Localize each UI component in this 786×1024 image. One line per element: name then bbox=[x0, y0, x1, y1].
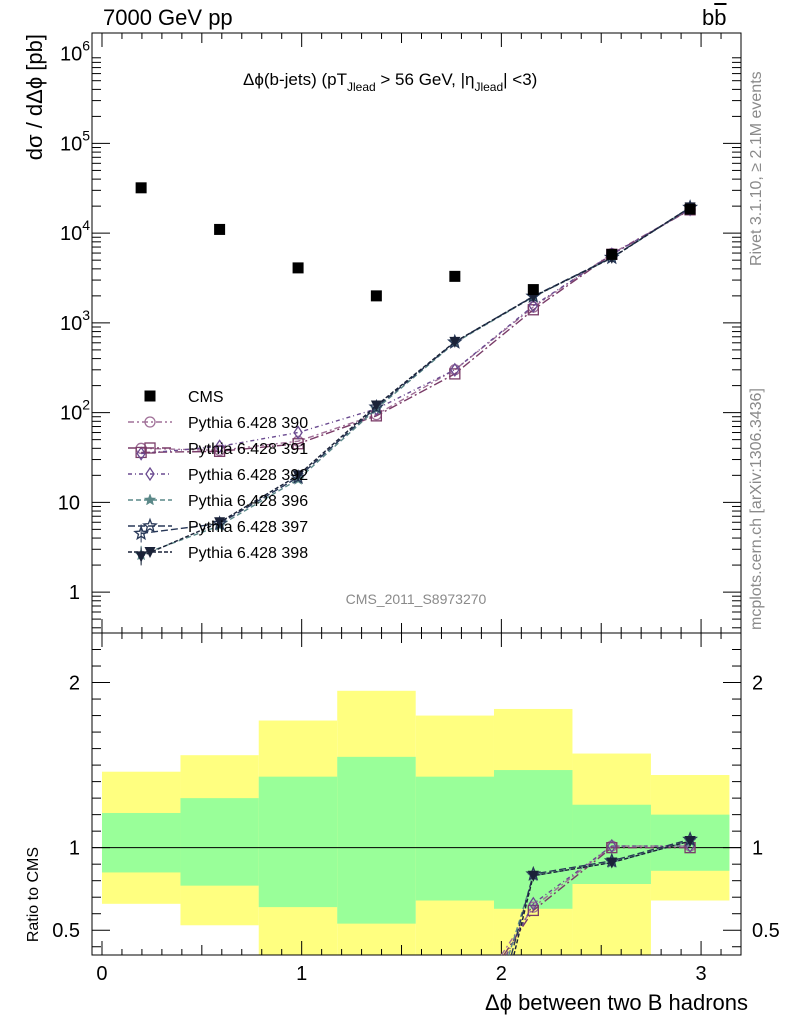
cms-data-point bbox=[214, 223, 226, 235]
y-tick-label: 103 bbox=[60, 307, 90, 335]
y-tick-label: 106 bbox=[60, 38, 90, 66]
ratio-line-4 bbox=[510, 838, 691, 956]
ratio-y-tick-label: 2 bbox=[69, 673, 80, 695]
series-marker-5 bbox=[214, 517, 226, 529]
cms-data-point bbox=[449, 270, 461, 282]
ratio-series-layer bbox=[500, 831, 699, 956]
cms-data-point bbox=[135, 182, 147, 194]
legend-marker-2 bbox=[145, 466, 155, 482]
legend-label-cms: CMS bbox=[188, 389, 224, 406]
legend-marker-cms bbox=[144, 390, 156, 402]
series-marker-1 bbox=[527, 304, 539, 316]
ratio-y-axis-label: Ratio to CMS bbox=[25, 847, 42, 942]
main-plot-frame: 1 10 102 103 104 105 106 bbox=[58, 32, 742, 634]
series-line-5 bbox=[140, 206, 691, 558]
x-tick-label: 3 bbox=[695, 963, 706, 985]
chart-texts: Δϕ(b-jets) (pTJlead > 56 GeV, |ηJlead| <… bbox=[22, 34, 765, 1015]
series-marker-5 bbox=[292, 470, 304, 482]
series-marker-2 bbox=[450, 362, 460, 377]
ratio-inner-band bbox=[415, 776, 494, 901]
cms-data-point bbox=[370, 290, 382, 302]
series-line-0 bbox=[141, 208, 691, 452]
y-tick-label: 10 bbox=[58, 492, 80, 514]
series-marker-2 bbox=[293, 425, 303, 440]
legend-label-5: Pythia 6.428 398 bbox=[188, 545, 308, 562]
ratio-marker-1 bbox=[527, 904, 539, 917]
main-series-layer bbox=[133, 182, 699, 566]
legend-label-4: Pythia 6.428 397 bbox=[188, 519, 308, 536]
series-marker-2 bbox=[214, 439, 225, 454]
series-marker-5 bbox=[449, 336, 461, 348]
legend-marker-3 bbox=[143, 493, 157, 506]
rivet-label: Rivet 3.1.10, ≥ 2.1M events bbox=[748, 71, 765, 266]
y-axis-label: dσ / dΔϕ [pb] bbox=[22, 34, 47, 160]
main-frame-border bbox=[91, 32, 742, 634]
legend-marker-4 bbox=[142, 517, 158, 533]
analysis-watermark: CMS_2011_S8973270 bbox=[346, 591, 487, 607]
cms-data-point bbox=[606, 248, 618, 260]
series-marker-1 bbox=[449, 368, 461, 380]
x-axis-label: Δϕ between two B hadrons bbox=[485, 990, 748, 1015]
ratio-marker-5 bbox=[527, 870, 539, 882]
ratio-marker-5 bbox=[606, 857, 618, 869]
legend-marker-0 bbox=[144, 416, 156, 428]
cms-data-point bbox=[292, 262, 304, 274]
legend-marker-5 bbox=[144, 547, 156, 558]
plot-title: Δϕ(b-jets) (pTJlead > 56 GeV, |ηJlead| <… bbox=[243, 70, 537, 94]
ratio-inner-band bbox=[493, 770, 573, 909]
x-tick-label: 0 bbox=[96, 963, 107, 985]
legend-marker-1 bbox=[144, 442, 156, 454]
ratio-inner-band bbox=[101, 812, 181, 873]
legend-label-2: Pythia 6.428 392 bbox=[188, 467, 308, 484]
cms-data-point bbox=[684, 203, 696, 215]
ratio-line-2 bbox=[505, 845, 691, 956]
series-line-2 bbox=[141, 208, 691, 455]
series-marker-5 bbox=[135, 551, 147, 563]
mcplots-label: mcplots.cern.ch [arXiv:1306.3436] bbox=[748, 388, 765, 630]
ratio-y-tick-label: 1 bbox=[69, 838, 80, 860]
legend: CMS Pythia 6.428 390 Pythia 6.428 391 Pythi… bbox=[128, 389, 308, 562]
ratio-uncertainty-bands bbox=[101, 690, 730, 955]
ratio-marker-2 bbox=[528, 896, 539, 911]
ratio-line-5 bbox=[513, 840, 691, 956]
ratio-frame-border bbox=[91, 632, 742, 956]
ratio-y-tick-label-right: 0.5 bbox=[752, 920, 780, 942]
header-right-b: b bbox=[702, 5, 715, 30]
ratio-y-tick-label-right: 2 bbox=[752, 673, 763, 695]
legend-label-1: Pythia 6.428 391 bbox=[188, 441, 308, 458]
ratio-inner-band bbox=[337, 756, 416, 924]
ratio-y-tick-label-right: 1 bbox=[752, 838, 763, 860]
ratio-line-1 bbox=[503, 846, 691, 956]
ratio-marker-2 bbox=[607, 838, 617, 854]
x-tick-label: 1 bbox=[296, 963, 307, 985]
ratio-inner-band bbox=[258, 776, 338, 908]
y-tick-label: 105 bbox=[60, 127, 90, 155]
x-tick-label: 2 bbox=[496, 963, 507, 985]
y-tick-label: 102 bbox=[60, 397, 90, 425]
cms-data-point bbox=[527, 284, 539, 296]
ratio-inner-band bbox=[180, 798, 259, 886]
ratio-marker-5 bbox=[684, 836, 696, 848]
series-marker-2 bbox=[528, 298, 539, 313]
header-left: 7000 GeV pp bbox=[103, 5, 233, 30]
header-right-bbar: b bbox=[714, 5, 727, 30]
series-marker-2 bbox=[136, 446, 146, 461]
y-tick-label: 1 bbox=[69, 582, 80, 604]
y-tick-label: 104 bbox=[60, 217, 90, 245]
legend-label-3: Pythia 6.428 396 bbox=[188, 493, 308, 510]
ratio-y-tick-label: 0.5 bbox=[52, 920, 80, 942]
series-marker-5 bbox=[370, 400, 382, 412]
legend-label-0: Pythia 6.428 390 bbox=[188, 415, 308, 432]
header-right: bb bbox=[702, 5, 727, 31]
ratio-inner-band bbox=[572, 804, 651, 884]
